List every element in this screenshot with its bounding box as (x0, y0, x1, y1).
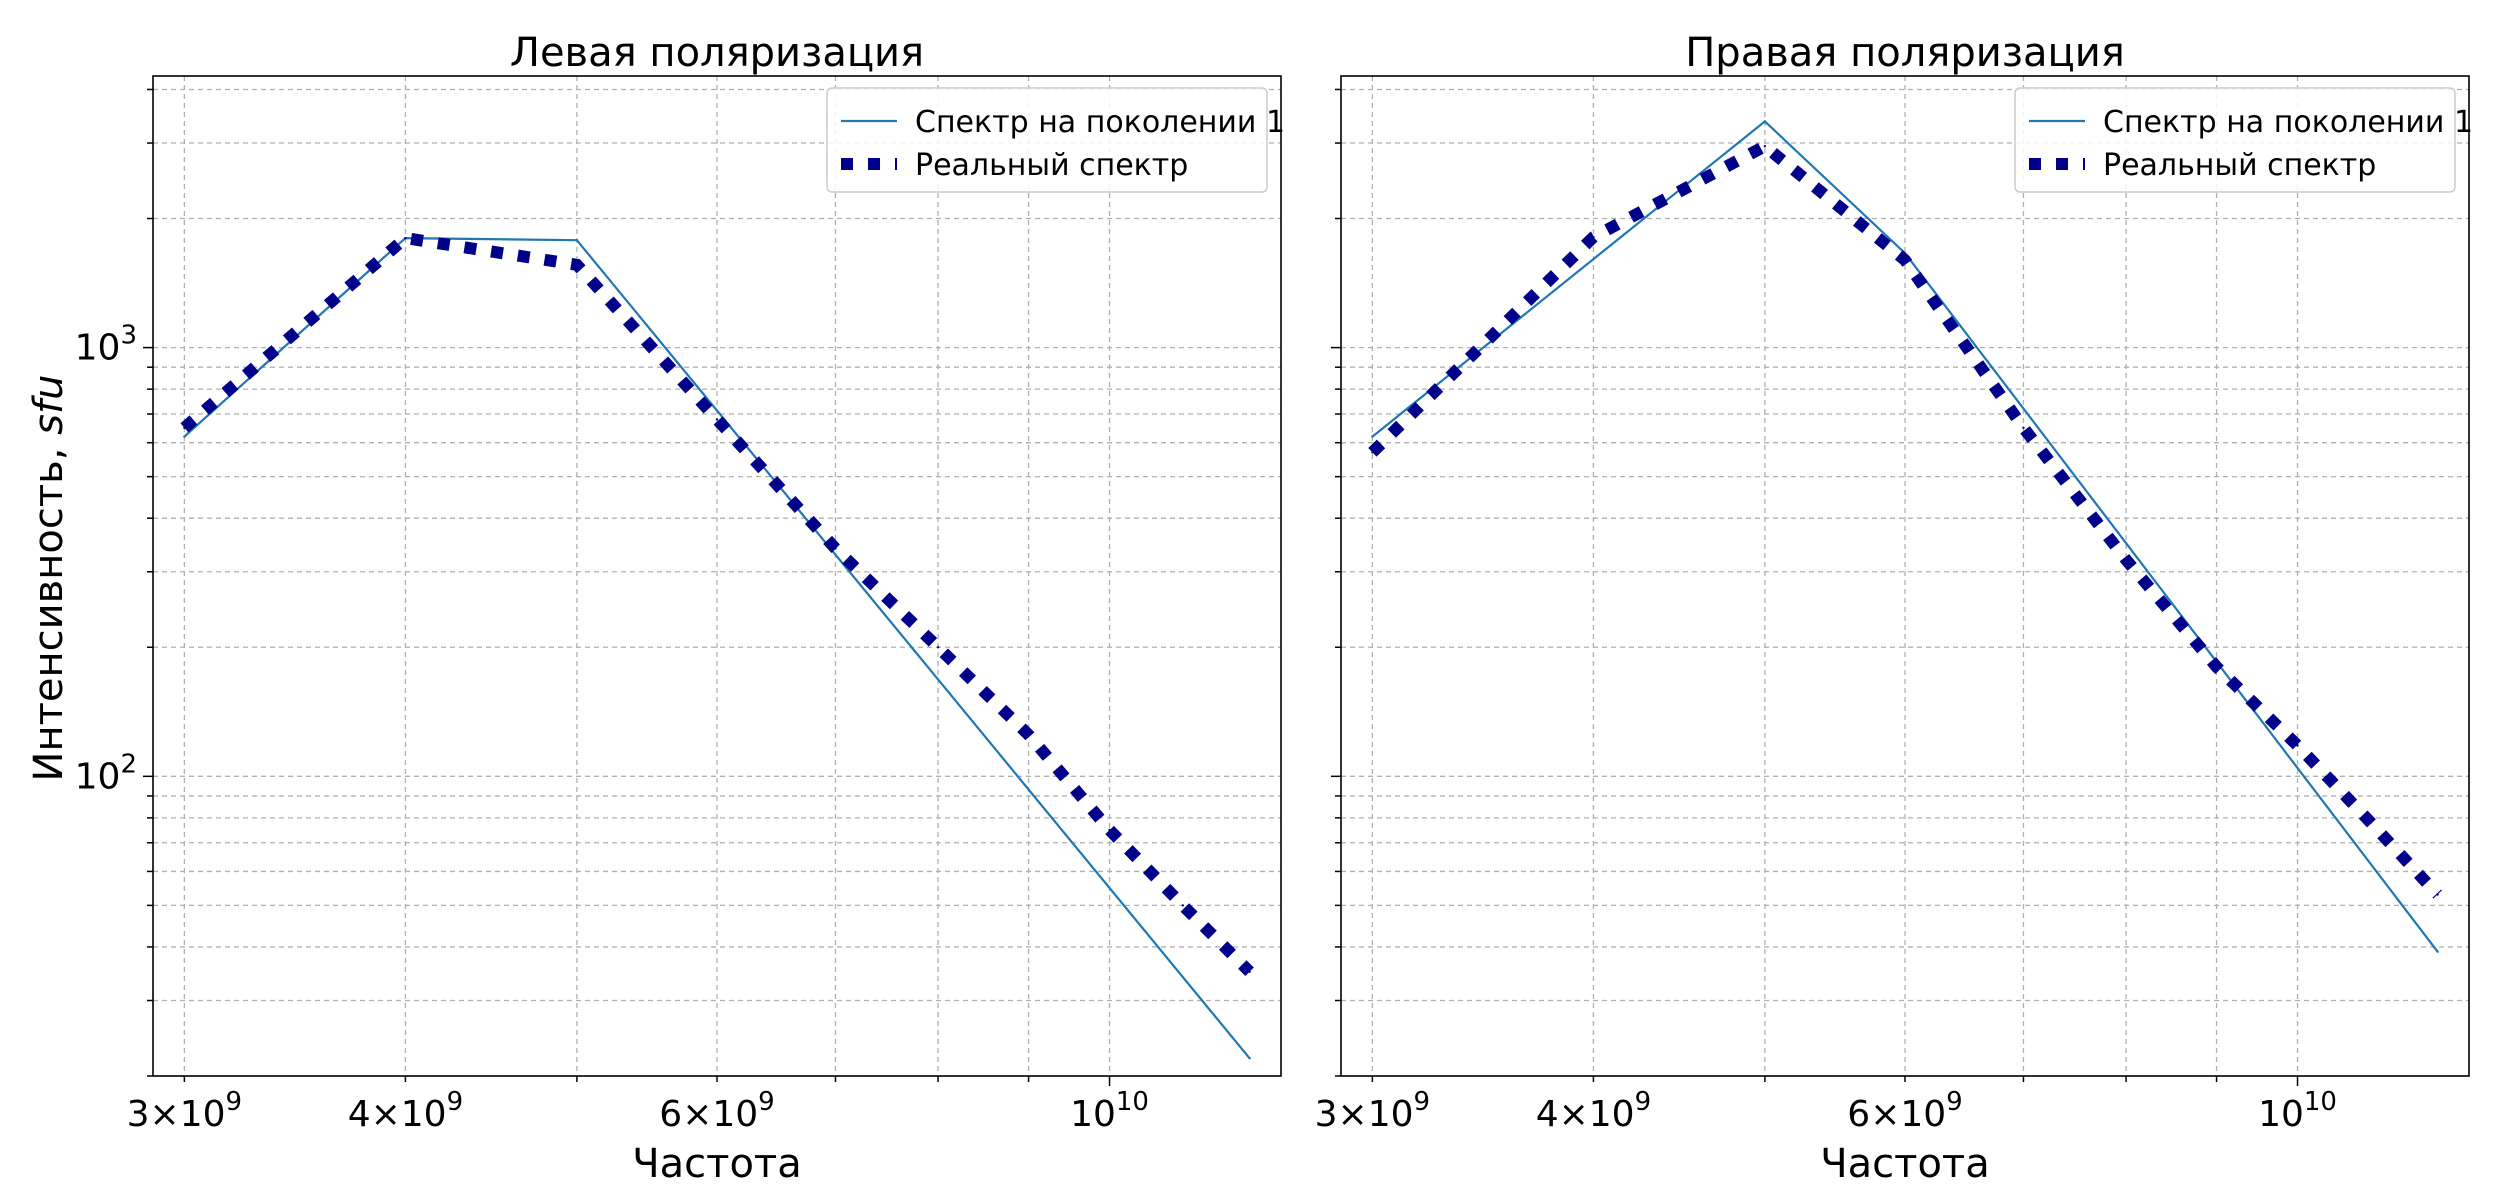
x-tick-times: × (150, 1094, 180, 1135)
x-tick-times: × (371, 1094, 401, 1135)
legend-box (2014, 87, 2456, 193)
x-tick-base: 10 (180, 1094, 226, 1135)
x-tick-label: 1010 (2258, 1087, 2337, 1135)
y-axis-label: Интенсивность, sfu (26, 375, 72, 782)
y-axis-label-main: Интенсивность, (26, 435, 72, 782)
x-tick-label: 6×109 (659, 1087, 774, 1135)
x-tick-times: × (1870, 1094, 1900, 1135)
data-point (1181, 904, 1184, 907)
x-tick-base: 10 (1070, 1094, 1116, 1135)
x-tick-times: × (1338, 1094, 1368, 1135)
data-point (834, 547, 837, 550)
y-tick-base: 10 (75, 328, 121, 369)
x-tick-label: 1010 (1070, 1087, 1149, 1135)
data-point (1248, 970, 1251, 974)
data-point (575, 263, 579, 266)
x-tick-mantissa: 4 (1536, 1094, 1559, 1135)
y-axis-label-unit: sfu (26, 375, 72, 435)
x-tick-times: × (1559, 1094, 1589, 1135)
x-tick-label: 3×109 (1315, 1087, 1430, 1135)
x-tick-exponent: 10 (2304, 1087, 2337, 1117)
chart-title: Правая поляризация (1685, 30, 2125, 76)
y-tick-label: 102 (75, 749, 137, 797)
x-tick-label: 6×109 (1847, 1087, 1962, 1135)
y-tick-exponent: 2 (120, 749, 137, 779)
data-point (183, 435, 186, 438)
chart-title: Левая поляризация (510, 30, 924, 76)
x-tick-exponent: 9 (447, 1087, 464, 1117)
series-line-real (1368, 139, 2442, 899)
x-tick-mantissa: 4 (348, 1094, 371, 1135)
x-tick-mantissa: 3 (1315, 1094, 1338, 1135)
legend-label: Реальный спектр (2103, 148, 2376, 183)
grid (153, 76, 1281, 1077)
y-tick-label: 103 (75, 321, 137, 369)
data-point (2215, 665, 2218, 669)
data-point (2436, 893, 2439, 896)
data-point (1763, 120, 1767, 123)
x-tick-label: 3×109 (127, 1087, 242, 1135)
x-tick-exponent: 9 (226, 1087, 243, 1117)
series-line-real (180, 231, 1254, 977)
data-point (715, 418, 719, 421)
y-tick-base: 10 (75, 756, 121, 797)
series-line-model (1371, 119, 2439, 953)
data-point (183, 426, 186, 430)
x-tick-exponent: 9 (758, 1087, 775, 1117)
data-point (1371, 435, 1374, 438)
legend-label: Реальный спектр (915, 148, 1188, 183)
x-tick-exponent: 9 (1946, 1087, 1963, 1117)
data-point (2369, 821, 2372, 824)
data-point (1027, 733, 1030, 736)
x-axis-label: Частота (632, 1141, 802, 1187)
legend-label: Спектр на поколении 1 (915, 105, 1285, 140)
data-point (575, 239, 579, 242)
x-axis-label: Частота (1820, 1141, 1990, 1187)
data-point (2436, 950, 2439, 953)
x-tick-exponent: 10 (1116, 1087, 1149, 1117)
legend: Спектр на поколении 1 Реальный спектр (2014, 87, 2473, 193)
data-point (1108, 828, 1111, 832)
x-tick-mantissa: 6 (1847, 1094, 1870, 1135)
data-point (2296, 744, 2299, 747)
data-point (1903, 258, 1907, 262)
data-point (1371, 451, 1374, 454)
data-point (1248, 1057, 1251, 1060)
x-tick-base: 10 (401, 1094, 447, 1135)
data-point (404, 236, 407, 240)
data-point (1592, 235, 1595, 239)
data-point (2124, 558, 2128, 561)
x-tick-base: 10 (1368, 1094, 1414, 1135)
x-tick-base: 10 (1589, 1094, 1635, 1135)
legend: Спектр на поколении 1 Реальный спектр (826, 87, 1285, 193)
x-tick-base: 10 (712, 1094, 758, 1135)
legend-box (826, 87, 1268, 193)
x-tick-exponent: 9 (1414, 1087, 1431, 1117)
x-tick-label: 4×109 (348, 1087, 463, 1135)
x-tick-mantissa: 6 (659, 1094, 682, 1135)
x-tick-base: 10 (2258, 1094, 2304, 1135)
x-tick-base: 10 (1900, 1094, 1946, 1135)
x-tick-mantissa: 3 (127, 1094, 150, 1135)
data-point (1763, 144, 1767, 148)
grid (1341, 76, 2469, 1077)
x-tick-label: 4×109 (1536, 1087, 1651, 1135)
data-point (2022, 426, 2025, 430)
y-tick-exponent: 3 (120, 321, 137, 351)
x-tick-exponent: 9 (1635, 1087, 1652, 1117)
x-tick-times: × (682, 1094, 712, 1135)
legend-label: Спектр на поколении 1 (2103, 105, 2473, 140)
data-point (936, 646, 940, 649)
